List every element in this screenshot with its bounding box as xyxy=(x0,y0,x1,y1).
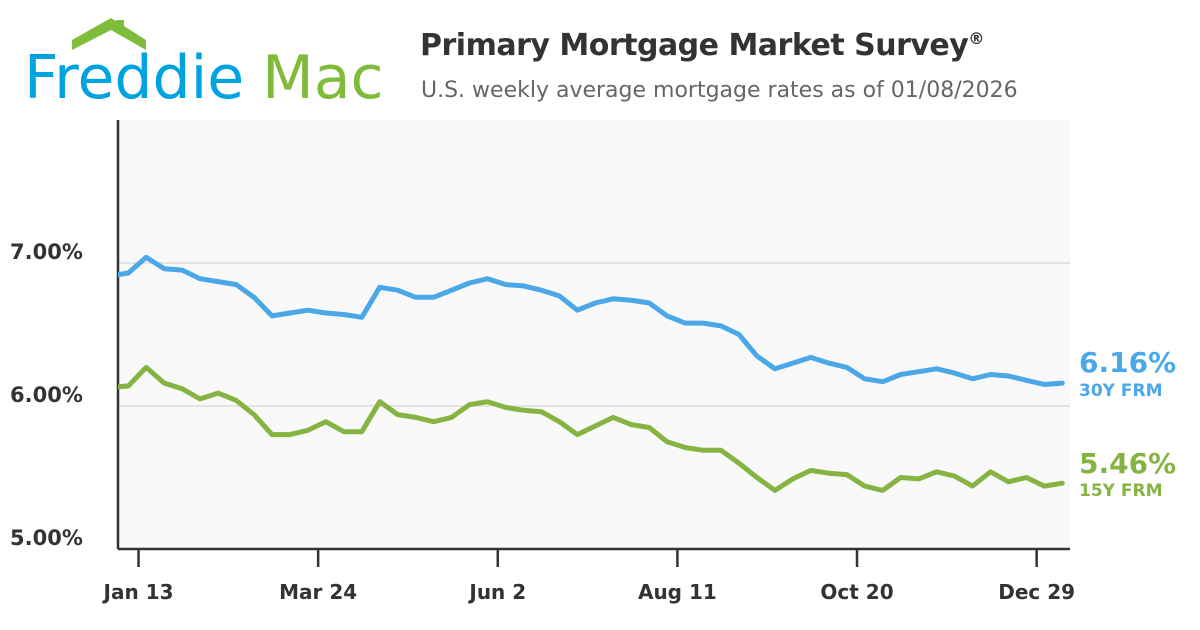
freddie-mac-logo: Freddie Mac xyxy=(24,18,384,109)
chart-subtitle: U.S. weekly average mortgage rates as of… xyxy=(421,78,1018,103)
chart-title: Primary Mortgage Market Survey® xyxy=(420,28,984,63)
series-group xyxy=(118,254,1065,493)
series-line-30y-frm xyxy=(118,254,1065,387)
y-tick-label: 5.00% xyxy=(10,526,83,550)
logo-text-mac: Mac xyxy=(262,43,384,109)
plot-background xyxy=(118,120,1070,549)
x-tick-label: Jan 13 xyxy=(102,580,174,604)
house-roof-icon xyxy=(72,18,146,50)
chimney-icon xyxy=(116,20,124,32)
x-tick-label: Oct 20 xyxy=(820,580,893,604)
series-line-15y-frm xyxy=(118,364,1065,493)
y-tick-label: 6.00% xyxy=(10,383,83,407)
x-tick-label: Mar 24 xyxy=(279,580,357,604)
y-tick-label: 7.00% xyxy=(10,240,83,264)
series-name-label: 30Y FRM xyxy=(1079,381,1163,401)
latest-rate-label: 5.46% xyxy=(1079,447,1176,480)
series-name-label: 15Y FRM xyxy=(1079,481,1163,501)
logo-text-freddie: Freddie xyxy=(24,43,244,109)
latest-rate-label: 6.16% xyxy=(1079,346,1176,379)
x-tick-label: Jun 2 xyxy=(467,580,526,604)
x-tick-label: Dec 29 xyxy=(998,580,1075,604)
x-tick-label: Aug 11 xyxy=(638,580,717,604)
